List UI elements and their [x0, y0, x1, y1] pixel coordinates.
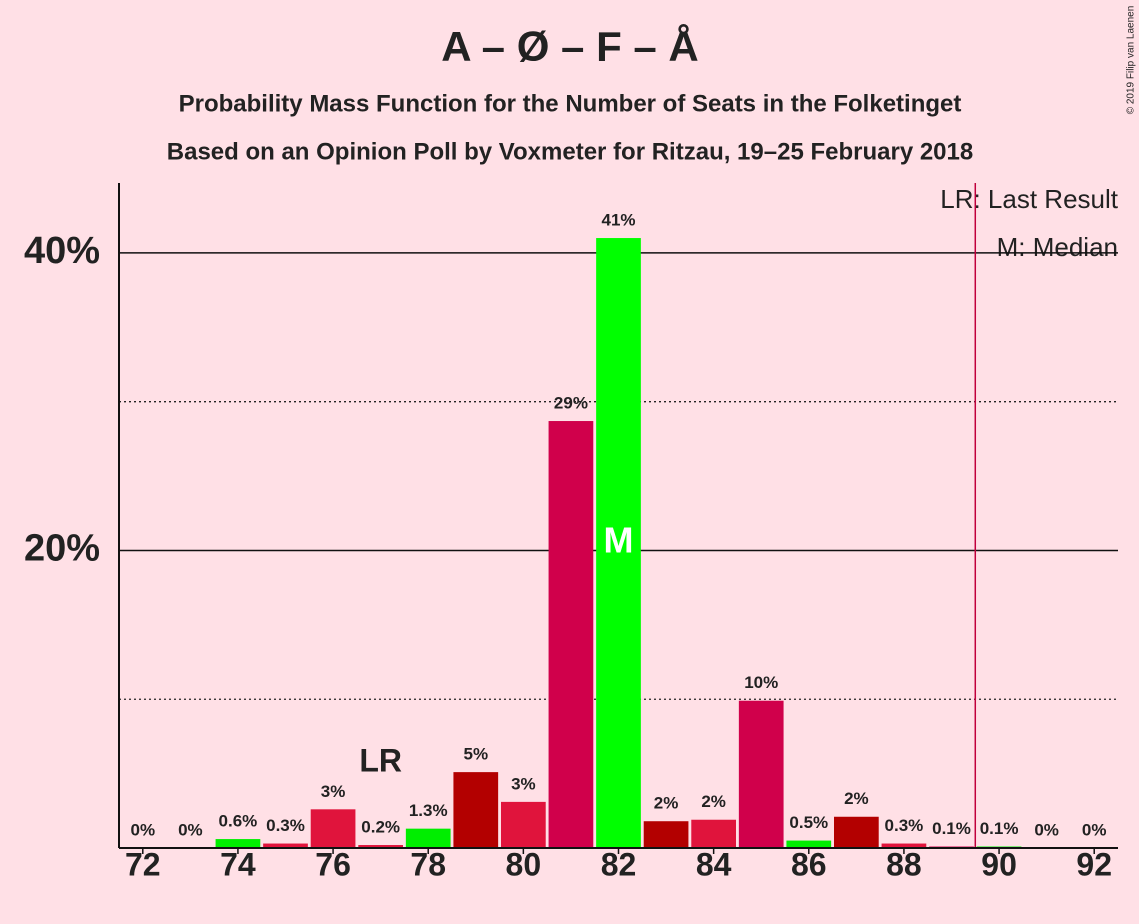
x-tick-label: 76 — [315, 846, 351, 882]
y-tick-label: 40% — [24, 230, 100, 272]
bar — [358, 845, 404, 848]
x-tick-label: 74 — [220, 846, 256, 882]
value-label: 29% — [554, 394, 588, 413]
bar — [881, 843, 927, 848]
x-tick-label: 82 — [601, 846, 637, 882]
value-label: 3% — [321, 782, 346, 801]
bar — [643, 821, 689, 848]
value-label: 5% — [463, 745, 488, 764]
value-label: 3% — [511, 774, 536, 793]
chart-subtitle: Probability Mass Function for the Number… — [179, 90, 962, 117]
value-label: 0.5% — [789, 813, 828, 832]
value-label: 0.3% — [885, 816, 924, 835]
value-label: 0% — [1034, 820, 1059, 839]
x-tick-label: 80 — [506, 846, 542, 882]
x-tick-label: 78 — [410, 846, 446, 882]
value-label: 0% — [1082, 820, 1107, 839]
bar — [548, 421, 594, 848]
y-tick-label: 20% — [24, 527, 100, 569]
value-label: 0.1% — [932, 819, 971, 838]
value-label: 0.6% — [219, 812, 258, 831]
bar — [215, 839, 261, 848]
bar — [786, 840, 832, 848]
x-tick-label: 72 — [125, 846, 161, 882]
bar — [405, 828, 451, 848]
x-tick-label: 92 — [1076, 846, 1112, 882]
value-label: 0% — [178, 820, 203, 839]
chart-subtitle: Based on an Opinion Poll by Voxmeter for… — [167, 138, 973, 165]
bar — [691, 819, 737, 848]
x-tick-label: 88 — [886, 846, 922, 882]
value-label: 2% — [654, 794, 679, 813]
value-label: 41% — [601, 211, 635, 230]
value-label: 0.3% — [266, 816, 305, 835]
legend-entry: LR: Last Result — [940, 184, 1119, 214]
value-label: 2% — [844, 789, 869, 808]
x-tick-label: 90 — [981, 846, 1017, 882]
value-label: 1.3% — [409, 801, 448, 820]
bar — [500, 801, 546, 848]
value-label: 2% — [701, 792, 726, 811]
value-label: 0% — [130, 820, 155, 839]
x-tick-label: 86 — [791, 846, 827, 882]
value-label: 0.2% — [361, 818, 400, 837]
bar — [738, 700, 784, 848]
bar — [263, 843, 308, 848]
x-tick-label: 84 — [696, 846, 732, 882]
bar — [596, 238, 641, 848]
bar — [453, 772, 499, 848]
value-label: 0.1% — [980, 819, 1019, 838]
bar — [310, 809, 356, 848]
value-label: 10% — [744, 673, 778, 692]
copyright: © 2019 Filip van Laenen — [1126, 6, 1137, 115]
median-label: M — [604, 520, 634, 561]
chart-title: A – Ø – F – Å — [441, 23, 699, 70]
legend-entry: M: Median — [997, 232, 1118, 262]
last-result-label: LR — [359, 742, 402, 778]
bar — [833, 816, 879, 848]
